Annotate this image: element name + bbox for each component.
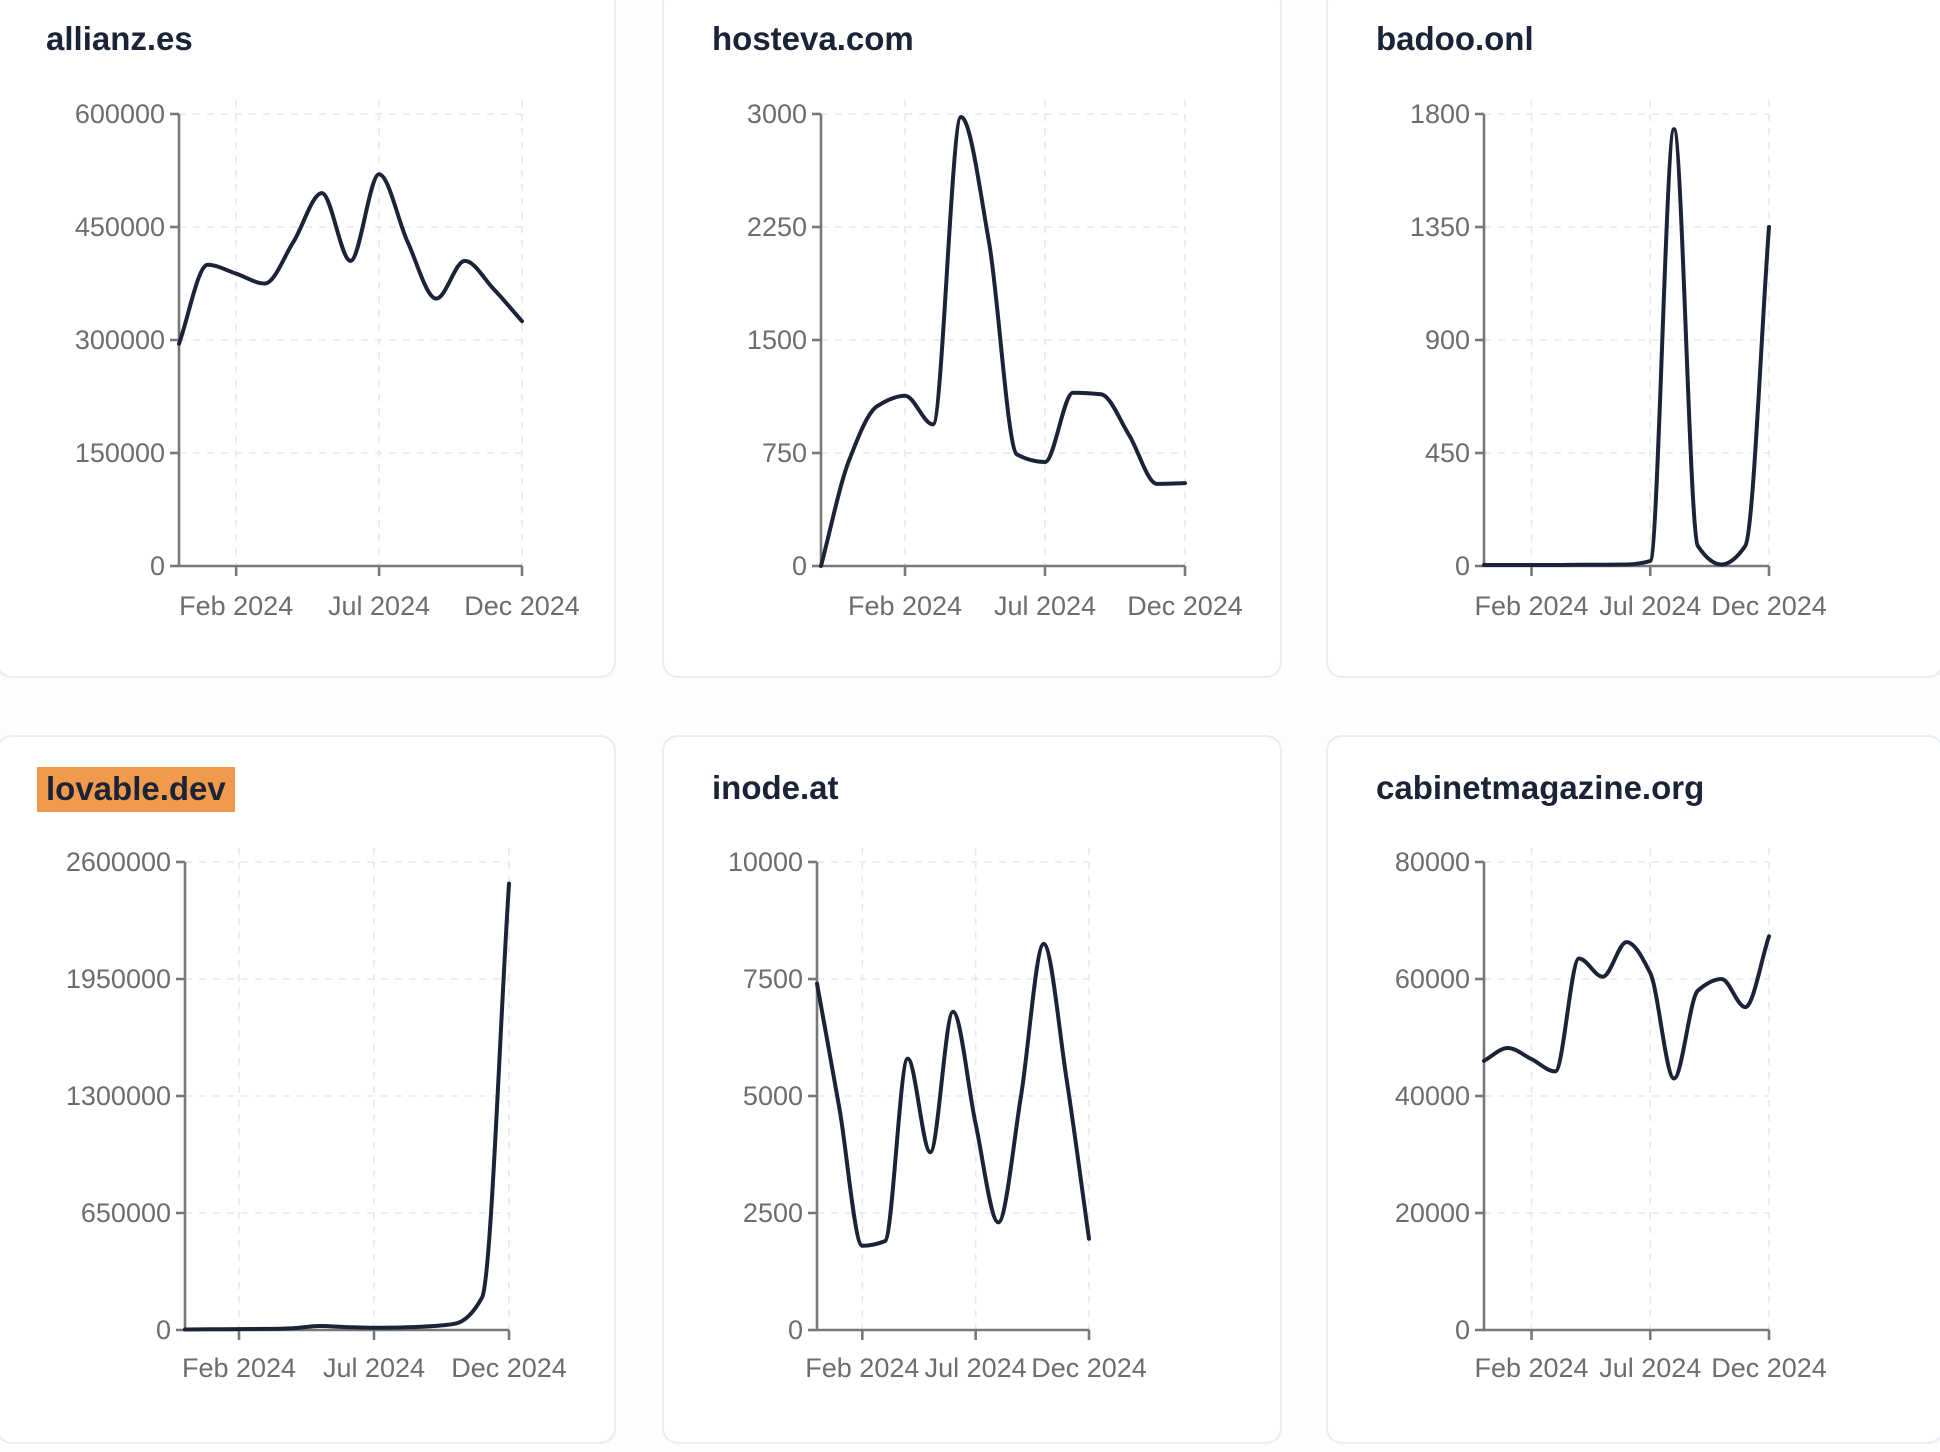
y-tick-label: 2500: [743, 1198, 803, 1228]
x-tick-label: Dec 2024: [1711, 591, 1827, 621]
y-tick-label: 450000: [75, 212, 165, 242]
chart-card[interactable]: hosteva.com 0 750 1500 2250 3000 Feb 2024 Jul …: [662, 0, 1282, 678]
y-tick-label: 1350: [1410, 212, 1470, 242]
y-tick-label: 2250: [747, 212, 807, 242]
x-tick-label: Feb 2024: [179, 591, 293, 621]
y-tick-label: 300000: [75, 325, 165, 355]
y-tick-label: 60000: [1395, 964, 1470, 994]
y-tick-label: 10000: [728, 847, 803, 877]
x-tick-label: Dec 2024: [1711, 1353, 1827, 1383]
chart-title: inode.at: [712, 769, 839, 806]
x-tick-label: Dec 2024: [1127, 591, 1243, 621]
chart-title: hosteva.com: [712, 20, 914, 57]
y-tick-label: 1300000: [66, 1081, 171, 1111]
line-chart: 0 750 1500 2250 3000 Feb 2024 Jul 2024 Dec 2024: [747, 99, 1243, 621]
x-tick-label: Feb 2024: [848, 591, 962, 621]
chart-card[interactable]: inode.at 0 2500 5000 7500 10000 Feb 2024 Jul 2…: [662, 735, 1282, 1444]
line-chart: 0 2500 5000 7500 10000 Feb 2024 Jul 2024 Dec 20…: [728, 847, 1147, 1383]
y-tick-label: 900: [1425, 325, 1470, 355]
x-tick-label: Feb 2024: [1474, 591, 1588, 621]
chart-title: lovable.dev: [37, 767, 235, 813]
y-tick-label: 1800: [1410, 99, 1470, 129]
line-chart: 0 650000 1300000 1950000 2600000 Feb 2024 Jul …: [66, 847, 567, 1383]
y-tick-label: 0: [792, 551, 807, 581]
y-tick-label: 0: [1455, 551, 1470, 581]
traffic-line: [177, 172, 524, 346]
y-tick-label: 0: [150, 551, 165, 581]
traffic-line: [815, 941, 1091, 1248]
x-tick-label: Feb 2024: [1474, 1353, 1588, 1383]
y-tick-label: 0: [1455, 1315, 1470, 1345]
x-tick-label: Jul 2024: [925, 1353, 1027, 1383]
y-tick-label: 150000: [75, 438, 165, 468]
y-tick-label: 450: [1425, 438, 1470, 468]
y-tick-label: 80000: [1395, 847, 1470, 877]
traffic-line: [1482, 934, 1771, 1081]
x-tick-label: Dec 2024: [1031, 1353, 1147, 1383]
y-tick-label: 0: [788, 1315, 803, 1345]
chart-title: allianz.es: [46, 20, 193, 57]
y-tick-label: 650000: [81, 1198, 171, 1228]
traffic-line: [819, 115, 1187, 568]
traffic-line: [1482, 127, 1771, 567]
y-tick-label: 20000: [1395, 1198, 1470, 1228]
chart-card[interactable]: lovable.dev 0 650000 1300000 1950000 2600000…: [0, 735, 616, 1444]
x-tick-label: Jul 2024: [1599, 1353, 1701, 1383]
y-tick-label: 750: [762, 438, 807, 468]
x-tick-label: Jul 2024: [994, 591, 1096, 621]
x-tick-label: Feb 2024: [182, 1353, 296, 1383]
x-tick-label: Dec 2024: [451, 1353, 567, 1383]
x-tick-label: Jul 2024: [1599, 591, 1701, 621]
y-tick-label: 600000: [75, 99, 165, 129]
line-chart: 0 20000 40000 60000 80000 Feb 2024 Jul 2024 Dec…: [1395, 847, 1827, 1383]
y-tick-label: 3000: [747, 99, 807, 129]
y-tick-label: 5000: [743, 1081, 803, 1111]
chart-card[interactable]: allianz.es 0 150000 300000 450000 600000 Feb …: [0, 0, 616, 678]
traffic-line: [183, 881, 511, 1332]
x-tick-label: Dec 2024: [464, 591, 580, 621]
y-tick-label: 40000: [1395, 1081, 1470, 1111]
line-chart: 0 150000 300000 450000 600000 Feb 2024 Jul 202…: [75, 99, 580, 621]
line-chart: 0 450 900 1350 1800 Feb 2024 Jul 2024 Dec 2024: [1410, 99, 1827, 621]
y-tick-label: 7500: [743, 964, 803, 994]
chart-card[interactable]: badoo.onl 0 450 900 1350 1800 Feb 2024 Jul 202…: [1326, 0, 1940, 678]
y-tick-label: 1500: [747, 325, 807, 355]
y-tick-label: 1950000: [66, 964, 171, 994]
x-tick-label: Jul 2024: [328, 591, 430, 621]
x-tick-label: Feb 2024: [805, 1353, 919, 1383]
chart-card[interactable]: cabinetmagazine.org 0 20000 40000 60000 8000…: [1326, 735, 1940, 1444]
y-tick-label: 2600000: [66, 847, 171, 877]
chart-title: badoo.onl: [1376, 20, 1534, 57]
y-tick-label: 0: [156, 1315, 171, 1345]
chart-title: cabinetmagazine.org: [1376, 769, 1705, 806]
x-tick-label: Jul 2024: [323, 1353, 425, 1383]
